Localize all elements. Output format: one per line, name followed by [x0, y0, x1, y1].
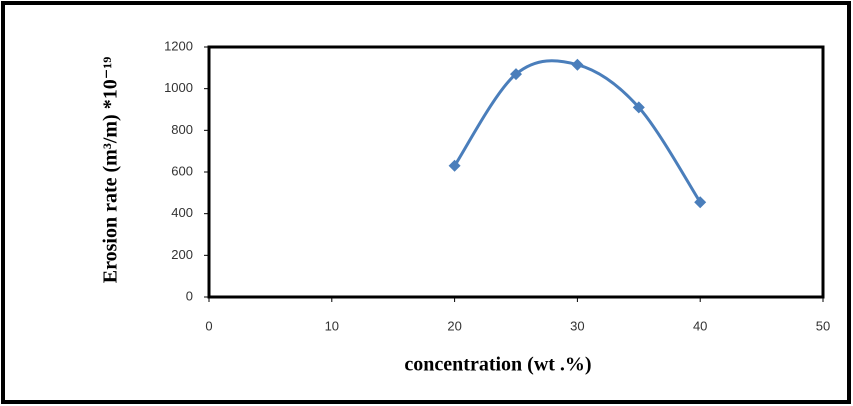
y-tick-label: 200 — [171, 247, 193, 262]
marker — [571, 58, 584, 71]
marker — [510, 68, 522, 81]
x-tick-label: 40 — [693, 318, 707, 333]
plot-area — [207, 45, 825, 299]
x-tick-label: 0 — [205, 318, 212, 333]
y-tick-label: 400 — [171, 205, 193, 220]
y-tick-label: 1200 — [164, 38, 193, 53]
y-tick-label: 1000 — [164, 80, 193, 95]
marker — [632, 101, 645, 114]
marker — [694, 196, 707, 209]
x-axis-title: concentration (wt .%) — [404, 354, 591, 376]
x-tick-label: 50 — [816, 318, 830, 333]
y-tick-label: 600 — [171, 163, 193, 178]
y-tick-label: 800 — [171, 122, 193, 137]
y-tick-label: 0 — [186, 288, 193, 303]
y-axis-title: Erosion rate (m³/m) *10⁻¹⁹ — [100, 57, 122, 283]
x-tick-label: 30 — [570, 318, 584, 333]
marker — [448, 159, 461, 172]
x-tick-label: 20 — [447, 318, 461, 333]
x-tick-label: 10 — [325, 318, 339, 333]
line — [453, 59, 702, 204]
